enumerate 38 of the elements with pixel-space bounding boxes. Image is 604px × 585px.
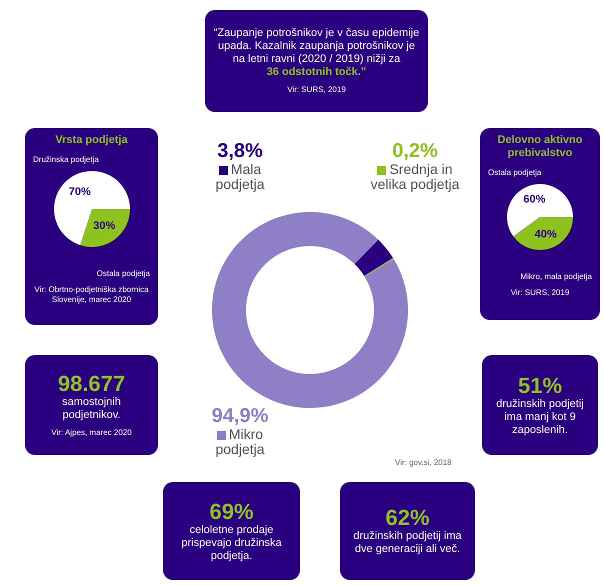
- chart-title: Vrsta podjetja: [54, 134, 129, 147]
- text: 36 odstotnih točk.”: [266, 66, 366, 78]
- pie-slice: [54, 171, 130, 246]
- legend-label: Mikro podjetja: [215, 426, 265, 457]
- text: celoletne prodaje prispevajo družinska podjetja.: [180, 524, 283, 562]
- text: “Zaupanje potrošnikov je v času epidemije upada. Kazalnik zaupanja potrošnikov je na letni ravni (2020 / 2019) nižji za: [214, 27, 420, 65]
- text: Vir: SURS, 2019: [286, 85, 347, 95]
- data-label: 94,9%: [210, 405, 270, 427]
- data-label: 70%: [68, 186, 90, 198]
- data-label: 3,8%: [216, 140, 264, 162]
- text: samostojnih podjetnikov.: [61, 396, 122, 422]
- slice-label: Mikro, mala podjetja: [519, 272, 592, 282]
- text: 69%: [208, 498, 255, 524]
- slice-label: Družinska podjetja: [33, 155, 100, 165]
- donut-slice: [212, 212, 408, 408]
- chart-title: Delovno aktivno prebivalstvo: [496, 134, 584, 160]
- text: Vir: SURS, 2019: [510, 288, 570, 298]
- text: 62%: [384, 505, 431, 530]
- donut-slice: [354, 240, 394, 276]
- text: 98.677: [56, 371, 126, 396]
- data-label: 60%: [523, 194, 546, 206]
- slice-label: Ostala podjetja: [488, 168, 542, 178]
- donut-slice: [364, 258, 394, 277]
- legend-label: Mala podjetja: [215, 161, 265, 192]
- text: 51%: [516, 372, 564, 398]
- text: Vir: Ajpes, marec 2020: [50, 428, 133, 438]
- data-label: 40%: [534, 228, 557, 240]
- pie-slice: [507, 184, 573, 236]
- pie-slice: [80, 209, 130, 247]
- text: Vir: gov.si, 2018: [395, 458, 452, 468]
- text: Vir: Obrtno-podjetniška zbornica Slovenije, marec 2020: [33, 285, 150, 305]
- data-label: 30%: [92, 220, 115, 232]
- pie-slice: [513, 217, 573, 250]
- text: družinskih podjetij ima manj kot 9 zaposlenih.: [495, 398, 585, 436]
- legend-label: Srednja in velika podjetja: [370, 161, 460, 192]
- text: družinskih podjetij ima dve generaciji ali več.: [352, 530, 463, 556]
- data-label: 0,2%: [391, 140, 439, 162]
- slice-label: Ostala podjetja: [96, 269, 150, 279]
